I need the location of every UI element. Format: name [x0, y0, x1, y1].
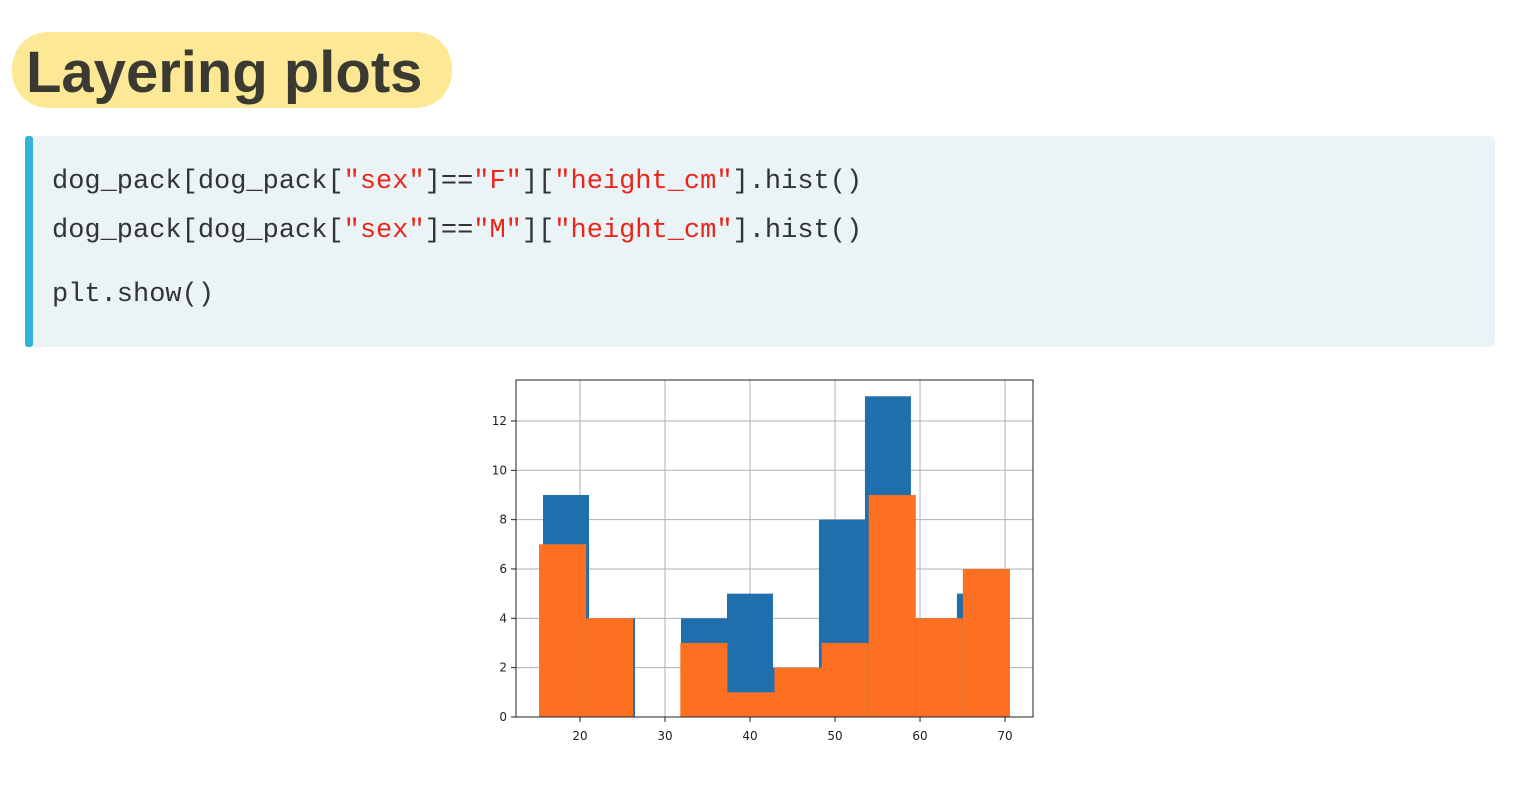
- code-token: ].hist(): [733, 167, 863, 197]
- code-token: ]==: [425, 167, 474, 197]
- code-block: [25, 136, 1495, 347]
- code-line: dog_pack[dog_pack["sex"]=="M"]["height_c…: [52, 216, 862, 246]
- histogram-bar: [774, 667, 822, 717]
- x-tick-label: 50: [827, 729, 842, 743]
- code-token: "sex": [344, 216, 425, 246]
- code-token: ]==: [425, 216, 474, 246]
- y-tick-label: 8: [499, 513, 507, 527]
- code-token: ][: [522, 167, 554, 197]
- code-lines: dog_pack[dog_pack["sex"]=="F"]["height_c…: [52, 167, 862, 310]
- y-tick-label: 0: [499, 710, 507, 724]
- y-tick-label: 6: [499, 562, 507, 576]
- plot-frame: [515, 379, 1034, 718]
- y-tick-label: 4: [499, 611, 507, 625]
- histogram-bar: [539, 544, 587, 717]
- code-token: plt.show(): [52, 280, 214, 310]
- y-tick-label: 12: [492, 414, 507, 428]
- histogram-bar: [915, 618, 963, 717]
- x-tick-label: 60: [912, 729, 927, 743]
- title-highlight: [12, 32, 452, 108]
- code-token: "F": [473, 167, 522, 197]
- chart: 20 30 40 50 60 70 0 2 4 6 8 10 12: [492, 379, 1034, 743]
- histogram-bar: [727, 692, 775, 717]
- histogram-bar: [680, 642, 728, 717]
- x-tick-label: 20: [572, 729, 587, 743]
- y-tick-label: 10: [492, 463, 507, 477]
- histogram-bar: [868, 494, 916, 717]
- code-token: "height_cm": [554, 216, 732, 246]
- code-accent: [25, 136, 33, 347]
- slide-title: Layering plots: [26, 40, 422, 105]
- code-token: ][: [522, 216, 554, 246]
- code-token: ].hist(): [733, 216, 863, 246]
- histogram-bar: [586, 618, 634, 717]
- x-tick-label: 70: [997, 729, 1012, 743]
- code-line: plt.show(): [52, 280, 214, 310]
- code-token: "height_cm": [554, 167, 732, 197]
- y-tick-label: 2: [499, 661, 507, 675]
- code-token: "sex": [344, 167, 425, 197]
- code-line: dog_pack[dog_pack["sex"]=="F"]["height_c…: [52, 167, 862, 197]
- histogram-bar: [962, 568, 1010, 717]
- code-token: dog_pack[dog_pack[: [52, 216, 344, 246]
- x-tick-label: 30: [657, 729, 672, 743]
- code-token: "M": [473, 216, 522, 246]
- histogram-bar: [821, 642, 869, 717]
- x-tick-label: 40: [742, 729, 757, 743]
- code-token: dog_pack[dog_pack[: [52, 167, 344, 197]
